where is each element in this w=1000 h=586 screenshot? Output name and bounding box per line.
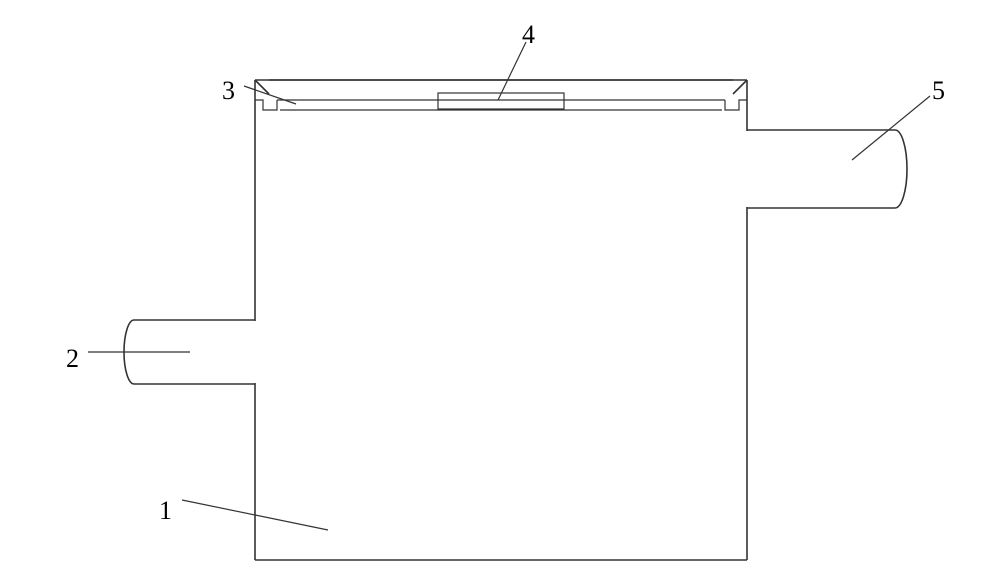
callout-label-5: 5 [932, 78, 945, 104]
callout-label-4: 4 [522, 22, 535, 48]
diagram-canvas: 1 2 3 4 5 [0, 0, 1000, 586]
callout-label-1: 1 [159, 498, 172, 524]
diagram-svg [0, 0, 1000, 586]
callout-label-3: 3 [222, 78, 235, 104]
callout-label-2: 2 [66, 346, 79, 372]
